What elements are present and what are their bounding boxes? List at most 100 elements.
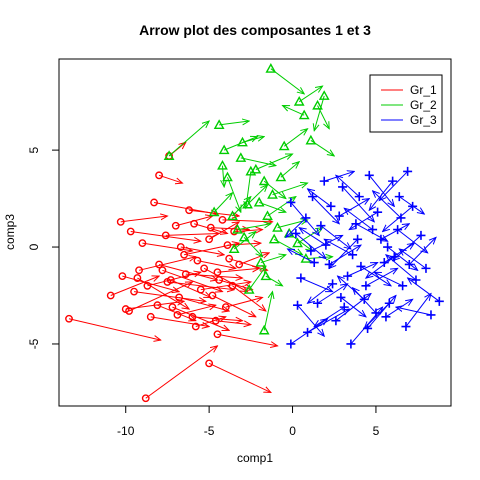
- arrow-Gr_3: [397, 229, 428, 253]
- point-Gr_1: [173, 310, 182, 319]
- arrow-Gr_1: [172, 306, 229, 330]
- point-Gr_3: [421, 263, 431, 273]
- arrow-Gr_2: [232, 197, 250, 217]
- arrow-Gr_2: [240, 157, 276, 166]
- arrow-Gr_1: [225, 297, 263, 308]
- arrow-Gr_3: [297, 304, 325, 336]
- point-Gr_2: [275, 171, 287, 182]
- legend-box: [369, 74, 443, 133]
- point-Gr_3: [364, 170, 374, 180]
- series-Gr_2: [163, 63, 334, 335]
- arrow-Gr_1: [180, 246, 224, 255]
- point-Gr_3: [339, 302, 349, 312]
- arrow-Gr_2: [314, 95, 325, 131]
- arrow-Gr_2: [283, 129, 307, 147]
- point-Gr_1: [138, 239, 147, 248]
- point-Gr_2: [222, 171, 233, 182]
- arrow-Gr_1: [137, 277, 189, 309]
- arrow-Gr_3: [384, 243, 414, 263]
- arrow-Gr_1: [215, 320, 251, 325]
- point-Gr_3: [336, 292, 346, 302]
- point-Gr_3: [394, 192, 404, 202]
- y-tick-label: 5: [27, 146, 41, 153]
- arrow-Gr_3: [387, 246, 418, 270]
- point-Gr_3: [293, 300, 303, 310]
- arrow-Gr_3: [367, 296, 396, 329]
- point-Gr_3: [331, 316, 341, 326]
- arrow-Gr_3: [366, 256, 395, 278]
- point-Gr_2: [267, 189, 278, 199]
- point-Gr_3: [334, 211, 344, 221]
- arrow-Gr_2: [227, 177, 240, 212]
- point-Gr_3: [384, 298, 394, 308]
- point-Gr_3: [353, 234, 363, 244]
- x-tick-label: 0: [289, 424, 296, 438]
- point-Gr_1: [155, 260, 163, 269]
- arrow-Gr_1: [158, 174, 182, 183]
- point-Gr_3: [379, 258, 389, 268]
- point-Gr_1: [191, 322, 200, 331]
- point-Gr_3: [361, 281, 371, 291]
- point-Gr_3: [313, 298, 323, 308]
- point-Gr_1: [65, 314, 73, 323]
- point-Gr_3: [371, 308, 381, 318]
- arrow-Gr_1: [208, 362, 271, 392]
- series-layer: [65, 63, 444, 403]
- arrow-Gr_1: [170, 279, 211, 297]
- point-Gr_2: [305, 134, 317, 145]
- x-tick-label: -5: [204, 424, 215, 438]
- point-Gr_2: [293, 96, 305, 106]
- point-Gr_3: [398, 281, 408, 291]
- arrow-Gr_1: [178, 296, 229, 311]
- point-Gr_1: [193, 256, 202, 265]
- arrow-Gr_1: [128, 282, 192, 312]
- arrow-Gr_2: [248, 266, 266, 290]
- arrow-Gr_3: [310, 235, 343, 252]
- arrow-Gr_1: [227, 243, 260, 245]
- point-Gr_1: [116, 217, 125, 226]
- point-Gr_3: [343, 271, 353, 281]
- point-Gr_2: [217, 159, 228, 170]
- y-axis: -5 0 5: [27, 146, 60, 349]
- legend: Gr_1Gr_2Gr_3: [369, 74, 443, 133]
- point-Gr_3: [389, 252, 399, 262]
- x-axis-label: comp1: [237, 451, 273, 465]
- arrow-Gr_3: [299, 228, 327, 246]
- point-Gr_1: [135, 266, 143, 275]
- point-Gr_2: [312, 99, 323, 110]
- point-Gr_3: [426, 310, 436, 320]
- point-Gr_2: [253, 196, 265, 207]
- point-Gr_3: [346, 339, 356, 349]
- arrow-Gr_3: [300, 277, 333, 292]
- point-Gr_1: [211, 316, 220, 325]
- arrow-Gr_3: [379, 171, 408, 200]
- arrow-Gr_1: [222, 220, 272, 222]
- arrow-Gr_2: [233, 232, 256, 250]
- legend-label-Gr_2: Gr_2: [410, 98, 437, 112]
- point-Gr_3: [388, 176, 398, 186]
- y-tick-label: -5: [27, 338, 41, 349]
- arrow-Gr_3: [338, 276, 365, 300]
- x-axis: -10 -5 0 5: [117, 405, 380, 438]
- point-Gr_3: [286, 339, 296, 349]
- arrow-Gr_3: [405, 294, 431, 327]
- arrow-Gr_3: [349, 211, 378, 229]
- point-Gr_3: [403, 166, 413, 176]
- point-Gr_1: [146, 312, 155, 321]
- arrow-Gr_2: [258, 201, 286, 212]
- arrow-Gr_1: [133, 291, 206, 302]
- arrow-Gr_1: [217, 333, 277, 346]
- point-Gr_3: [348, 250, 358, 260]
- point-Gr_1: [205, 235, 214, 244]
- arrow-Gr_3: [320, 225, 351, 249]
- arrow-Gr_3: [308, 283, 333, 303]
- point-Gr_1: [150, 198, 158, 207]
- point-Gr_1: [215, 276, 224, 284]
- arrow-Gr_2: [219, 121, 249, 126]
- point-Gr_1: [130, 287, 138, 296]
- point-Gr_1: [118, 272, 127, 281]
- point-Gr_3: [328, 279, 338, 289]
- arrow-Gr_2: [213, 193, 232, 213]
- point-Gr_2: [243, 284, 255, 294]
